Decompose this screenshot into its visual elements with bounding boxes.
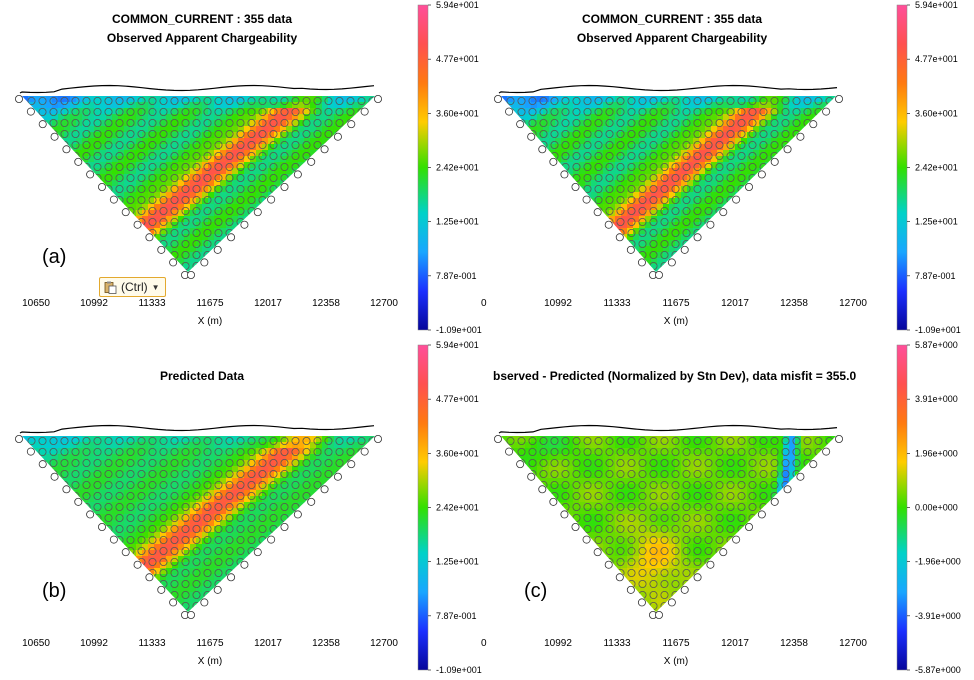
- colorbar-tick-label: 3.60e+001: [436, 108, 479, 118]
- colorbar-tick-label: 0.00e+000: [915, 503, 958, 513]
- x-tick-label: 10992: [544, 298, 572, 309]
- x-axis-label: X (m): [664, 656, 688, 667]
- x-tick-label: 12700: [839, 298, 867, 309]
- chevron-down-icon: ▼: [151, 282, 160, 292]
- x-tick-label: 12358: [312, 638, 340, 649]
- colorbar-tick-label: 4.77e+001: [915, 54, 958, 64]
- x-tick-label: 12017: [721, 638, 749, 649]
- chart-panel-1: COMMON_CURRENT : 355 data Observed Appare…: [14, 0, 482, 335]
- x-axis-label: X (m): [664, 316, 688, 327]
- colorbar-tick-label: 1.25e+001: [915, 217, 958, 227]
- colorbar: [896, 4, 908, 331]
- x-tick-label: 11333: [603, 298, 631, 309]
- colorbar-tick-label: -1.09e+001: [915, 325, 961, 335]
- x-tick-label: 11333: [138, 298, 166, 309]
- x-tick-label: 12700: [370, 298, 398, 309]
- x-tick-label: 10992: [544, 638, 572, 649]
- colorbar-tick-label: 2.42e+001: [436, 503, 479, 513]
- colorbar-tick-label: 1.96e+000: [915, 448, 958, 458]
- colorbar-tick-label: 5.94e+001: [436, 340, 479, 350]
- x-tick-label: 10992: [80, 638, 108, 649]
- x-tick-label: 11333: [603, 638, 631, 649]
- heatmap-cells: [501, 96, 836, 272]
- paste-options-button[interactable]: (Ctrl) ▼: [99, 277, 166, 297]
- x-axis-label: X (m): [198, 316, 222, 327]
- colorbar: [896, 344, 908, 671]
- chart-subtitle: Observed Apparent Chargeability: [107, 31, 298, 45]
- chart-title: COMMON_CURRENT : 355 data: [582, 12, 762, 26]
- colorbar-tick-label: 5.94e+001: [436, 0, 479, 10]
- colorbar-tick-label: 1.25e+001: [436, 557, 479, 567]
- colorbar: [417, 4, 429, 331]
- colorbar-tick-label: 4.77e+001: [436, 54, 479, 64]
- x-tick-label: 11675: [196, 638, 224, 649]
- x-tick-label: 11675: [662, 638, 690, 649]
- colorbar-tick-label: 5.94e+001: [915, 0, 958, 10]
- colorbar-tick-label: -1.09e+001: [436, 665, 482, 675]
- chart-panel-4: bserved - Predicted (Normalized by Stn D…: [481, 340, 961, 675]
- chart-title: Predicted Data: [160, 369, 244, 383]
- x-tick-label: 12700: [839, 638, 867, 649]
- x-tick-label: 10992: [80, 298, 108, 309]
- x-tick-label: 10650: [22, 638, 50, 649]
- topography-line: [498, 424, 838, 434]
- colorbar-tick-label: -1.96e+000: [915, 557, 961, 567]
- colorbar-tick-label: 2.42e+001: [915, 163, 958, 173]
- colorbar-tick-label: 2.42e+001: [436, 163, 479, 173]
- colorbar-tick-label: 3.60e+001: [436, 448, 479, 458]
- x-tick-label: 12358: [312, 298, 340, 309]
- topography-line: [498, 84, 838, 94]
- panel-label: (a): [42, 246, 66, 268]
- colorbar-tick-label: -3.91e+000: [915, 611, 961, 621]
- x-tick-label: 12017: [721, 298, 749, 309]
- colorbar: [417, 344, 429, 671]
- x-tick-label: 10650: [22, 298, 50, 309]
- x-tick-label: 11675: [196, 298, 224, 309]
- x-tick-label: 0: [481, 298, 487, 309]
- x-tick-label: 12358: [780, 298, 808, 309]
- colorbar-tick-label: 5.87e+000: [915, 340, 958, 350]
- topography-line: [19, 424, 375, 434]
- colorbar-tick-label: 3.60e+001: [915, 108, 958, 118]
- topography-line: [19, 84, 375, 94]
- colorbar-tick-label: 7.87e-001: [436, 611, 477, 621]
- colorbar-tick-label: 1.25e+001: [436, 217, 479, 227]
- x-tick-label: 12358: [780, 638, 808, 649]
- colorbar-tick-label: -5.87e+000: [915, 665, 961, 675]
- chart-panel-3: Predicted Data 10650 10992 11333 11675 12017 1…: [14, 340, 482, 675]
- x-tick-label: 11333: [138, 638, 166, 649]
- chart-subtitle: Observed Apparent Chargeability: [577, 31, 768, 45]
- x-tick-label: 12017: [254, 638, 282, 649]
- chart-title: COMMON_CURRENT : 355 data: [112, 12, 292, 26]
- colorbar-tick-label: 7.87e-001: [436, 271, 477, 281]
- x-tick-label: 11675: [662, 298, 690, 309]
- colorbar-tick-label: 3.91e+000: [915, 394, 958, 404]
- paste-options-icon: [104, 281, 117, 294]
- x-tick-label: 0: [481, 638, 487, 649]
- panel-label: (b): [42, 580, 66, 602]
- x-axis-label: X (m): [198, 656, 222, 667]
- chart-title: bserved - Predicted (Normalized by Stn D…: [493, 369, 856, 383]
- colorbar-tick-label: 4.77e+001: [436, 394, 479, 404]
- colorbar-tick-label: 7.87e-001: [915, 271, 956, 281]
- x-tick-label: 12700: [370, 638, 398, 649]
- paste-options-label: (Ctrl): [121, 280, 148, 294]
- chart-panel-2: COMMON_CURRENT : 355 data Observed Appare…: [481, 0, 961, 335]
- heatmap-cells: [501, 436, 836, 612]
- colorbar-tick-label: -1.09e+001: [436, 325, 482, 335]
- x-tick-label: 12017: [254, 298, 282, 309]
- panel-label: (c): [524, 580, 547, 602]
